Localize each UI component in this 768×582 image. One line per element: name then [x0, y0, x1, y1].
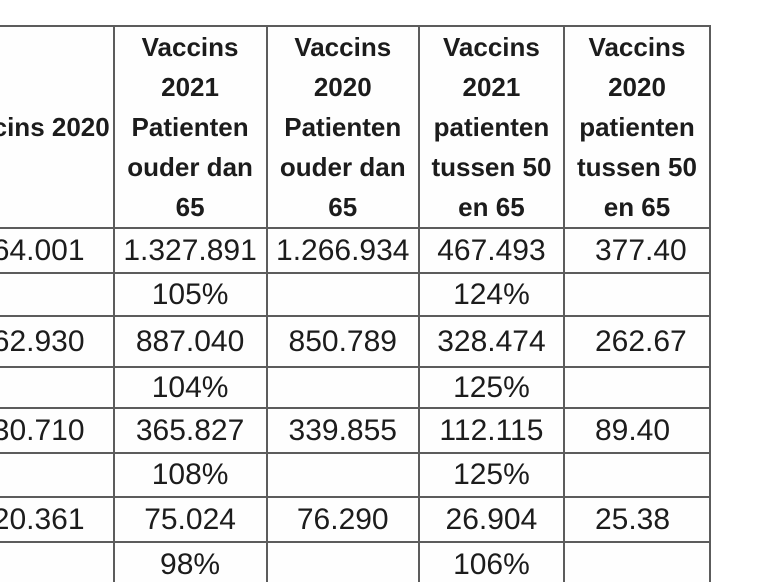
table-cell: 104% [112, 366, 268, 409]
table-cell: 124% [417, 272, 565, 317]
table-cell: 1.266.934 [265, 227, 420, 274]
vaccine-comparison-table: Vaccins 2020 Vaccins 2021 Patienten oude… [0, 25, 712, 582]
table-cell [562, 541, 712, 582]
table-cell: 467.493 [417, 227, 565, 274]
table-cell: 328.474 [417, 315, 565, 368]
table-cell: 262.67 [562, 315, 712, 368]
table-cell [0, 272, 115, 317]
table-cell: 108% [112, 452, 268, 498]
table-row-percentage: 104% 125% [0, 366, 712, 409]
table-cell: 112.115 [417, 407, 565, 454]
table-cell: 62.930 [0, 315, 115, 368]
table-cell [562, 366, 712, 409]
table-cell [0, 452, 115, 498]
header-vaccins-2020-ouder-65: Vaccins 2020 Patienten ouder dan 65 [265, 25, 420, 229]
header-row: Vaccins 2020 Vaccins 2021 Patienten oude… [0, 25, 712, 229]
table-cell [265, 366, 420, 409]
table-cell [265, 452, 420, 498]
table-cell: 125% [417, 452, 565, 498]
table-cell: 377.40 [562, 227, 712, 274]
header-vaccins-2021-ouder-65: Vaccins 2021 Patienten ouder dan 65 [112, 25, 268, 229]
table-cell: 20.361 [0, 496, 115, 543]
table-cell [562, 272, 712, 317]
table-row: 30.710 365.827 339.855 112.115 89.40 [0, 407, 712, 454]
table-cell [265, 541, 420, 582]
table-cell: 75.024 [112, 496, 268, 543]
table-cell: 76.290 [265, 496, 420, 543]
table-row-percentage: 108% 125% [0, 452, 712, 498]
table-row: 20.361 75.024 76.290 26.904 25.38 [0, 496, 712, 543]
header-vaccins-2020: Vaccins 2020 [0, 25, 115, 229]
table-cell: 89.40 [562, 407, 712, 454]
table-row-percentage: 105% 124% [0, 272, 712, 317]
table-cell: 25.38 [562, 496, 712, 543]
table-cell: 339.855 [265, 407, 420, 454]
table-cell: 850.789 [265, 315, 420, 368]
table-row: 64.001 1.327.891 1.266.934 467.493 377.4… [0, 227, 712, 274]
table-cell: 887.040 [112, 315, 268, 368]
table-row-percentage: 98% 106% [0, 541, 712, 582]
table-cell: 30.710 [0, 407, 115, 454]
table-row: 62.930 887.040 850.789 328.474 262.67 [0, 315, 712, 368]
header-vaccins-2021-tussen-50-65: Vaccins 2021 patienten tussen 50 en 65 [417, 25, 565, 229]
table-cell [0, 366, 115, 409]
header-vaccins-2020-tussen-50-65: Vaccins 2020 patienten tussen 50 en 65 [562, 25, 712, 229]
table-cell [265, 272, 420, 317]
table-cell [0, 541, 115, 582]
table-cell: 105% [112, 272, 268, 317]
table-cell: 98% [112, 541, 268, 582]
table-cell: 64.001 [0, 227, 115, 274]
table-cell: 1.327.891 [112, 227, 268, 274]
table-cell: 26.904 [417, 496, 565, 543]
table-cell: 365.827 [112, 407, 268, 454]
table-cell: 125% [417, 366, 565, 409]
table-cell [562, 452, 712, 498]
table-cell: 106% [417, 541, 565, 582]
